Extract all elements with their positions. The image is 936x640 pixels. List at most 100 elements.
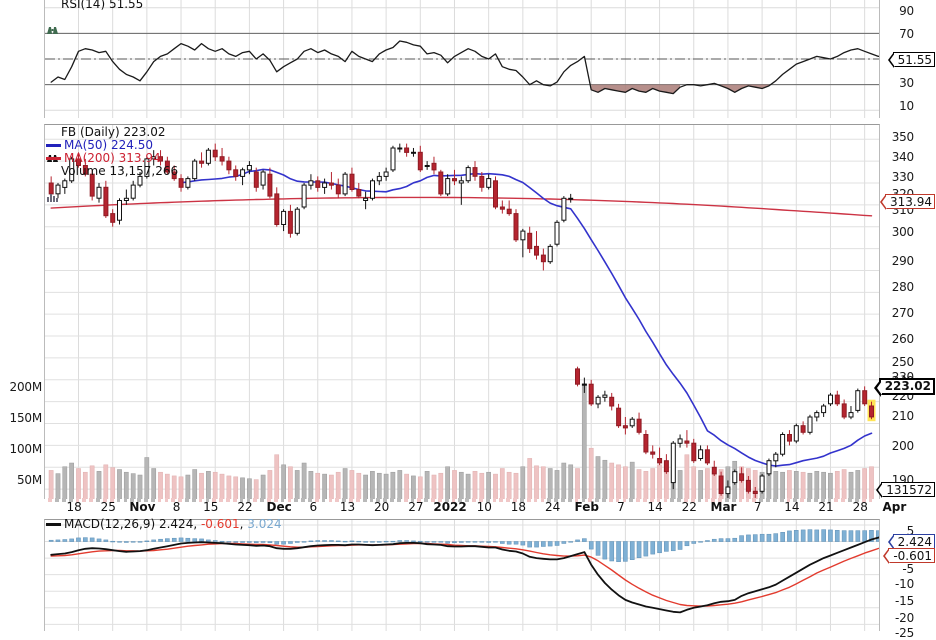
- x-axis-tick: [465, 498, 470, 502]
- price-tick: 260: [891, 332, 915, 346]
- macd-tick: -25: [895, 626, 914, 640]
- x-axis-tick: [48, 498, 53, 502]
- x-axis-tick: [89, 498, 94, 502]
- volume-tick: 150M: [9, 411, 43, 425]
- x-axis-label: Feb: [574, 500, 600, 514]
- x-axis-tick: [130, 498, 135, 502]
- price-svg: [45, 125, 879, 499]
- x-axis-tick: [649, 498, 654, 502]
- x-axis-tick: [725, 498, 729, 502]
- x-axis-tick: [492, 498, 497, 502]
- x-axis-label: Dec: [266, 500, 292, 514]
- x-axis-tick: [848, 498, 852, 502]
- x-axis-tick: [198, 498, 203, 502]
- x-axis-tick: [690, 498, 695, 502]
- x-axis-tick: [800, 498, 805, 502]
- x-axis-tick: [383, 498, 388, 502]
- x-axis-tick: [718, 498, 722, 502]
- x-axis-tick: [608, 498, 613, 502]
- price-y-axis: 350 340 330 320 310 300 290 280 270 260 …: [878, 124, 936, 498]
- rsi-plot[interactable]: [44, 0, 880, 118]
- x-axis-tick: [813, 498, 818, 502]
- x-axis-tick: [171, 498, 176, 502]
- x-axis-tick: [547, 498, 552, 502]
- x-axis-tick: [355, 498, 360, 502]
- last-price-box: 223.02: [873, 378, 935, 397]
- x-axis-tick: [834, 498, 839, 502]
- x-axis-label: 2022: [433, 500, 467, 514]
- x-axis-label: 24: [544, 500, 561, 514]
- macd-plot[interactable]: [44, 519, 880, 631]
- x-axis-tick: [191, 498, 196, 502]
- macd-tick: 5: [906, 524, 915, 538]
- x-axis-tick: [540, 498, 545, 502]
- x-axis-tick: [431, 498, 435, 502]
- x-axis-label: 14: [647, 500, 663, 514]
- x-axis-tick: [759, 498, 763, 502]
- x-axis-label: 7: [753, 500, 762, 514]
- x-axis-tick: [109, 498, 114, 502]
- x-axis-tick: [519, 498, 524, 502]
- x-axis-tick: [437, 498, 442, 502]
- x-axis-tick: [684, 498, 688, 502]
- x-axis-tick: [287, 498, 292, 502]
- x-axis-tick: [663, 498, 668, 502]
- x-axis-tick: [677, 498, 681, 502]
- x-axis-tick: [342, 498, 346, 502]
- x-axis-tick: [841, 498, 846, 502]
- x-axis-tick: [766, 498, 770, 502]
- x-axis-label: Mar: [710, 500, 737, 514]
- x-axis-tick: [643, 498, 647, 502]
- x-axis-tick: [711, 498, 716, 502]
- volume-value-box: 131572: [876, 482, 935, 498]
- x-axis-tick: [629, 498, 634, 502]
- x-axis-tick: [656, 498, 661, 502]
- x-axis-tick: [61, 498, 66, 502]
- x-axis-tick: [185, 498, 189, 502]
- ma200-value-box: 313.94: [880, 194, 935, 210]
- x-axis-tick: [267, 498, 271, 502]
- volume-tick: 200M: [9, 380, 43, 394]
- x-axis-tick: [390, 498, 394, 502]
- x-axis-tick: [561, 498, 565, 502]
- x-axis-tick: [164, 498, 169, 502]
- x-axis-tick: [396, 498, 401, 502]
- x-axis-tick: [424, 498, 429, 502]
- price-tick: 210: [891, 409, 915, 423]
- x-axis-tick: [417, 498, 422, 502]
- x-axis-tick: [150, 498, 155, 502]
- x-axis-label: 15: [203, 500, 219, 514]
- price-tick: 340: [891, 150, 915, 164]
- x-axis-tick: [137, 498, 141, 502]
- x-axis-tick: [588, 498, 593, 502]
- x-axis-tick: [55, 498, 59, 502]
- macd-tick: -10: [895, 577, 914, 591]
- rsi-panel: 90 70 30 10 51.55 RSI(14) 51.55: [0, 0, 936, 118]
- x-axis-tick: [273, 498, 278, 502]
- x-axis-tick: [157, 498, 162, 502]
- x-axis-tick: [827, 498, 832, 502]
- x-axis-tick: [595, 498, 599, 502]
- x-axis-tick: [861, 498, 866, 502]
- x-axis-tick: [219, 498, 223, 502]
- x-axis-label: 20: [374, 500, 390, 514]
- x-axis-tick: [232, 498, 237, 502]
- rsi-current-value-box: 51.55: [887, 52, 935, 68]
- x-axis-tick: [745, 498, 750, 502]
- x-axis-label: 10: [476, 500, 492, 514]
- price-tick: 280: [891, 280, 915, 294]
- x-axis-label: 8: [172, 500, 181, 514]
- price-tick: 350: [891, 130, 915, 144]
- volume-y-axis: 200M 150M 100M 50M: [0, 124, 44, 498]
- x-axis-label: 18: [66, 500, 82, 514]
- x-axis-label: Nov: [129, 500, 156, 514]
- x-axis-tick: [670, 498, 675, 502]
- price-tick: 270: [891, 306, 915, 320]
- x-axis-tick: [144, 498, 148, 502]
- x-axis: 18 25 Nov 8 15 22 Dec 6 13 20 27 2022 10 18 24 Feb 7 14 22…: [0, 498, 936, 518]
- x-axis-tick: [697, 498, 702, 502]
- price-plot[interactable]: [44, 124, 880, 499]
- x-axis-tick: [636, 498, 640, 502]
- macd-tick: -5: [902, 562, 914, 576]
